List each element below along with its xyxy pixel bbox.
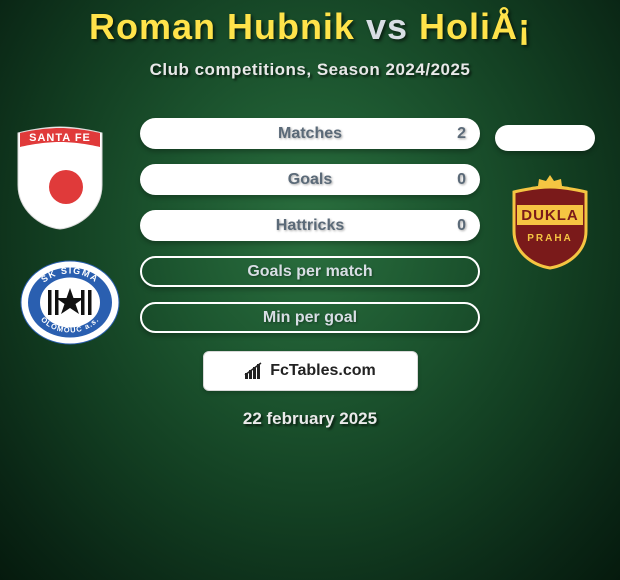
brand-box: FcTables.com xyxy=(203,351,418,391)
stat-row-matches: Matches 2 xyxy=(140,118,480,149)
stat-right: 0 xyxy=(457,217,466,235)
stat-row-hattricks: Hattricks 0 xyxy=(140,210,480,241)
stats-container: Matches 2 Goals 0 Hattricks 0 Goals per … xyxy=(140,118,480,333)
stat-right: 2 xyxy=(457,125,466,143)
badge-dukla: DUKLA PRAHA xyxy=(500,175,600,270)
badge-santafe: SANTA FE xyxy=(10,125,110,231)
subtitle: Club competitions, Season 2024/2025 xyxy=(0,60,620,80)
stat-label: Goals per match xyxy=(247,263,372,281)
brand-text: FcTables.com xyxy=(270,362,376,380)
title-player1: Roman Hubnik xyxy=(89,6,355,47)
svg-text:SANTA FE: SANTA FE xyxy=(29,132,91,144)
date: 22 february 2025 xyxy=(0,409,620,429)
svg-text:PRAHA: PRAHA xyxy=(527,233,573,244)
bar-chart-icon xyxy=(244,362,266,380)
stat-right: 0 xyxy=(457,171,466,189)
right-pill xyxy=(495,125,595,151)
svg-text:DUKLA: DUKLA xyxy=(521,207,579,224)
stat-label: Hattricks xyxy=(276,217,344,235)
stat-row-mpg: Min per goal xyxy=(140,302,480,333)
title-vs: vs xyxy=(366,6,408,47)
badge-sigma: SK SIGMA OLOMOUC a.s. xyxy=(20,260,120,345)
stat-label: Matches xyxy=(278,125,342,143)
stat-label: Min per goal xyxy=(263,309,357,327)
stat-row-goals: Goals 0 xyxy=(140,164,480,195)
page-title: Roman Hubnik vs HoliÅ¡ xyxy=(0,0,620,48)
stat-label: Goals xyxy=(288,171,332,189)
title-player2: HoliÅ¡ xyxy=(419,6,531,47)
stat-row-gpm: Goals per match xyxy=(140,256,480,287)
